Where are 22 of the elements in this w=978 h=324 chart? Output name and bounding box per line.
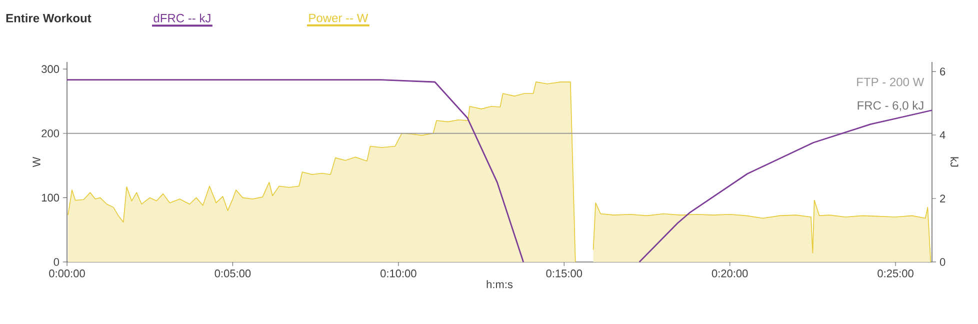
x-tick-label: 0:10:00	[380, 270, 416, 278]
y-tick-label: 200	[42, 129, 60, 138]
y2-tick-label: 6	[940, 68, 946, 76]
ref-line-label: FTP - 200 W	[857, 78, 924, 86]
x-tick-label: 0:25:00	[878, 270, 914, 278]
y2-tick-label: 0	[940, 258, 946, 266]
x-axis-title: h:m:s	[486, 280, 513, 288]
y-tick-label: 0	[54, 258, 60, 266]
annotation: FRC - 6,0 kJ	[858, 100, 924, 112]
text: Power -- W	[309, 14, 368, 22]
legend-title: Entire Workout	[6, 14, 92, 22]
y-tick-label: 300	[42, 65, 60, 73]
y2-tick-label: 4	[940, 131, 946, 139]
y2-tick-label: 2	[940, 194, 946, 202]
x-tick-label: 0:05:00	[214, 270, 251, 278]
y-tick-label: 100	[42, 194, 60, 202]
x-tick-label: 0:20:00	[712, 270, 748, 278]
y2-axis-title: kJ	[950, 157, 959, 167]
x-tick-label: 0:15:00	[546, 270, 582, 278]
x-tick-label: 0:00:00	[49, 270, 85, 278]
y-axis-title: W	[32, 156, 40, 168]
text: dFRC -- kJ	[154, 14, 210, 22]
